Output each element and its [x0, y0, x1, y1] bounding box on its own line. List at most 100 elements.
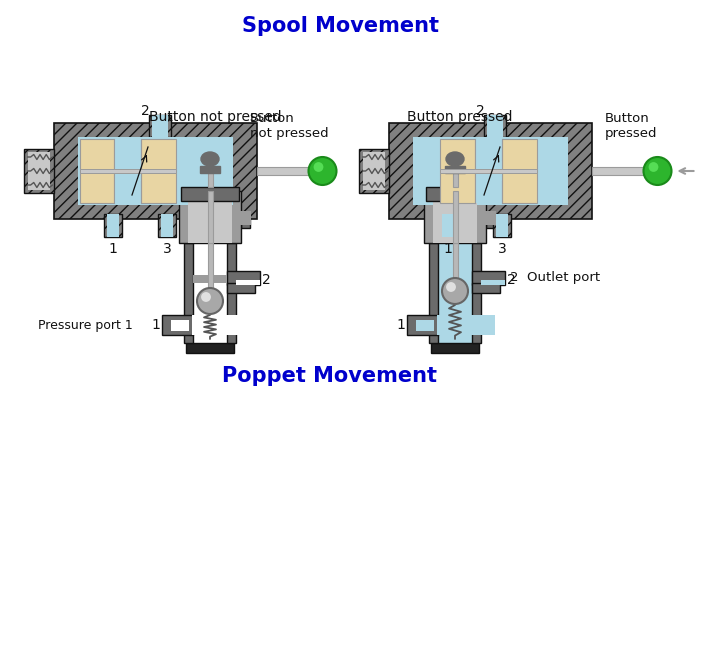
Bar [486, 208, 495, 228]
Text: 1: 1 [396, 318, 405, 332]
Bar [426, 187, 484, 201]
Bar [592, 167, 644, 175]
Bar [149, 115, 171, 137]
Bar [475, 139, 502, 203]
Bar [441, 169, 536, 173]
Bar [433, 191, 477, 243]
Bar [227, 243, 236, 343]
Bar [193, 243, 227, 343]
Circle shape [314, 162, 323, 172]
Bar [78, 137, 233, 205]
Bar [389, 123, 592, 219]
Bar [359, 149, 389, 193]
Text: Button
not pressed: Button not pressed [250, 112, 328, 140]
Bar [114, 139, 141, 203]
Bar [472, 243, 481, 343]
Bar [475, 139, 502, 203]
Bar [27, 152, 50, 190]
Bar [437, 315, 495, 335]
Circle shape [649, 162, 658, 172]
Bar [484, 115, 506, 137]
Bar [439, 214, 457, 237]
Bar [424, 191, 486, 243]
Bar [141, 139, 176, 203]
Text: Button pressed: Button pressed [408, 110, 513, 124]
Bar [232, 211, 251, 225]
Bar [438, 243, 472, 343]
Bar [493, 214, 511, 237]
Text: Spool Movement: Spool Movement [241, 16, 438, 36]
Bar [472, 283, 500, 293]
Text: 2: 2 [262, 273, 271, 287]
Bar [104, 214, 122, 237]
Text: Button
pressed: Button pressed [605, 112, 657, 140]
Ellipse shape [201, 152, 219, 166]
Text: Poppet Movement: Poppet Movement [222, 366, 438, 386]
Bar [188, 191, 232, 243]
Text: 2  Outlet port: 2 Outlet port [510, 272, 600, 284]
Bar [496, 214, 508, 237]
Circle shape [308, 157, 336, 185]
Text: 3: 3 [163, 242, 171, 256]
Bar [179, 191, 241, 243]
Bar [79, 169, 176, 173]
Bar [477, 211, 496, 225]
Bar [200, 166, 220, 173]
Circle shape [644, 157, 672, 185]
Bar [171, 320, 189, 331]
Bar [192, 315, 250, 335]
Bar [207, 243, 212, 288]
Bar [158, 214, 176, 237]
Bar [207, 173, 212, 187]
Bar [502, 139, 536, 203]
Text: 1: 1 [444, 242, 452, 256]
Bar [362, 152, 384, 190]
Text: 2: 2 [476, 104, 485, 118]
Text: Pressure port 1: Pressure port 1 [38, 319, 132, 332]
Bar [227, 271, 260, 285]
Circle shape [446, 282, 456, 292]
Bar [441, 139, 475, 203]
Text: 3: 3 [498, 242, 506, 256]
Bar [186, 343, 234, 353]
Bar [487, 115, 503, 137]
Bar [431, 343, 479, 353]
Text: Button not pressed: Button not pressed [149, 110, 282, 124]
Text: 2: 2 [140, 104, 149, 118]
Bar [161, 214, 173, 237]
Bar [472, 271, 505, 285]
Bar [152, 115, 168, 137]
Bar [407, 315, 438, 335]
Bar [452, 243, 457, 278]
Text: 1: 1 [109, 242, 117, 256]
Bar [236, 280, 260, 285]
Bar [442, 214, 454, 237]
Bar [481, 280, 505, 285]
Bar [207, 191, 212, 243]
Text: 1: 1 [151, 318, 160, 332]
Circle shape [201, 292, 211, 302]
Bar [79, 139, 114, 203]
Bar [452, 191, 457, 243]
Bar [445, 166, 465, 173]
Bar [193, 275, 227, 283]
Bar [416, 320, 434, 331]
Bar [256, 167, 308, 175]
Bar [413, 137, 567, 205]
Bar [114, 139, 141, 203]
Bar [241, 208, 250, 228]
Bar [162, 315, 193, 335]
Bar [452, 173, 457, 187]
Bar [53, 123, 256, 219]
Bar [181, 187, 239, 201]
Bar [227, 283, 255, 293]
Text: 2: 2 [507, 273, 516, 287]
Bar [24, 149, 53, 193]
Circle shape [442, 278, 468, 304]
Bar [429, 243, 438, 343]
Bar [475, 161, 502, 180]
Bar [107, 214, 119, 237]
Bar [184, 243, 193, 343]
Ellipse shape [446, 152, 464, 166]
Circle shape [197, 288, 223, 314]
